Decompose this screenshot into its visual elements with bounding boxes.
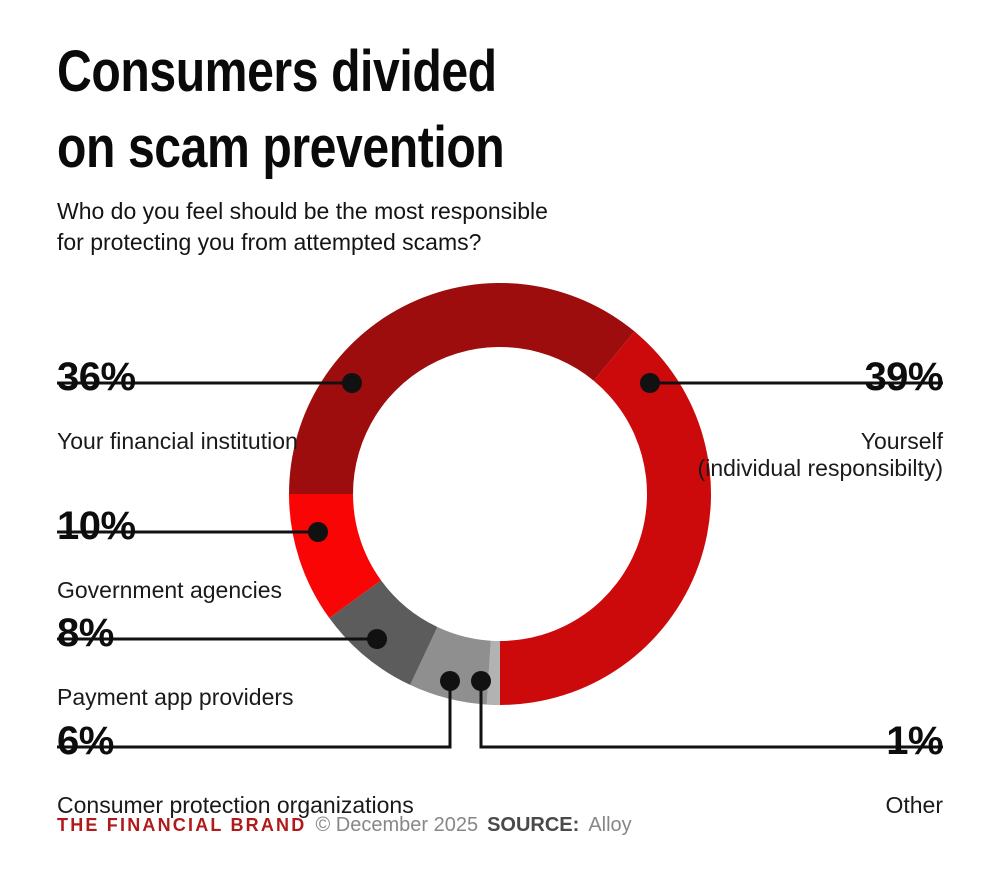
callout-yourself-label-main: Yourself bbox=[860, 428, 943, 454]
callout-yourself-pct: 39% bbox=[864, 355, 943, 399]
callout-dot-3 bbox=[367, 629, 387, 649]
callout-government-agencies: 10% Government agencies bbox=[57, 486, 282, 622]
callout-payment-app-providers: 8% Payment app providers bbox=[57, 593, 294, 729]
callout-consumer-protection-label: Consumer protection organizations bbox=[57, 792, 414, 818]
callout-yourself: 39% Yourself (individual responsibilty) bbox=[698, 337, 944, 500]
callout-financial-institution: 36% Your financial institution bbox=[57, 337, 298, 473]
source-value: Alloy bbox=[588, 814, 632, 836]
callout-financial-institution-label: Your financial institution bbox=[57, 428, 298, 454]
callout-dot-4 bbox=[308, 522, 328, 542]
callout-yourself-label-sub: (individual responsibilty) bbox=[697, 455, 943, 481]
callout-payment-app-providers-label: Payment app providers bbox=[57, 684, 294, 710]
donut-segment-1 bbox=[486, 640, 500, 705]
callout-line-1 bbox=[479, 681, 943, 749]
callout-other: 1% Other bbox=[885, 701, 943, 837]
callout-consumer-protection: 6% Consumer protection organizations bbox=[57, 701, 414, 837]
callout-other-pct: 1% bbox=[886, 719, 943, 763]
callout-government-agencies-label: Government agencies bbox=[57, 577, 283, 603]
chart-question-subtitle: Who do you feel should be the most respo… bbox=[57, 198, 548, 255]
callout-consumer-protection-pct: 6% bbox=[57, 719, 114, 763]
callout-dot-1 bbox=[471, 671, 491, 691]
callout-line-2 bbox=[57, 681, 452, 749]
callout-other-label: Other bbox=[885, 792, 943, 818]
callout-dot-0 bbox=[640, 373, 660, 393]
page-title: Consumers divided on scam prevention bbox=[57, 39, 505, 180]
callout-yourself-label: Yourself (individual responsibilty) bbox=[698, 428, 943, 482]
callout-financial-institution-pct: 36% bbox=[57, 355, 136, 399]
callout-government-agencies-pct: 10% bbox=[57, 504, 136, 548]
copyright-text: © December 2025 bbox=[315, 814, 479, 836]
attribution-footer: THE FINANCIAL BRAND © December 2025 SOUR… bbox=[57, 813, 632, 837]
callout-dot-5 bbox=[342, 373, 362, 393]
brand-wordmark: THE FINANCIAL BRAND bbox=[57, 815, 307, 835]
callout-payment-app-providers-pct: 8% bbox=[57, 611, 114, 655]
donut-segment-5 bbox=[289, 282, 635, 494]
donut-segment-0 bbox=[500, 331, 712, 705]
callout-dot-2 bbox=[440, 671, 460, 691]
source-label: SOURCE: bbox=[487, 814, 580, 836]
donut-segment-2 bbox=[410, 627, 491, 705]
